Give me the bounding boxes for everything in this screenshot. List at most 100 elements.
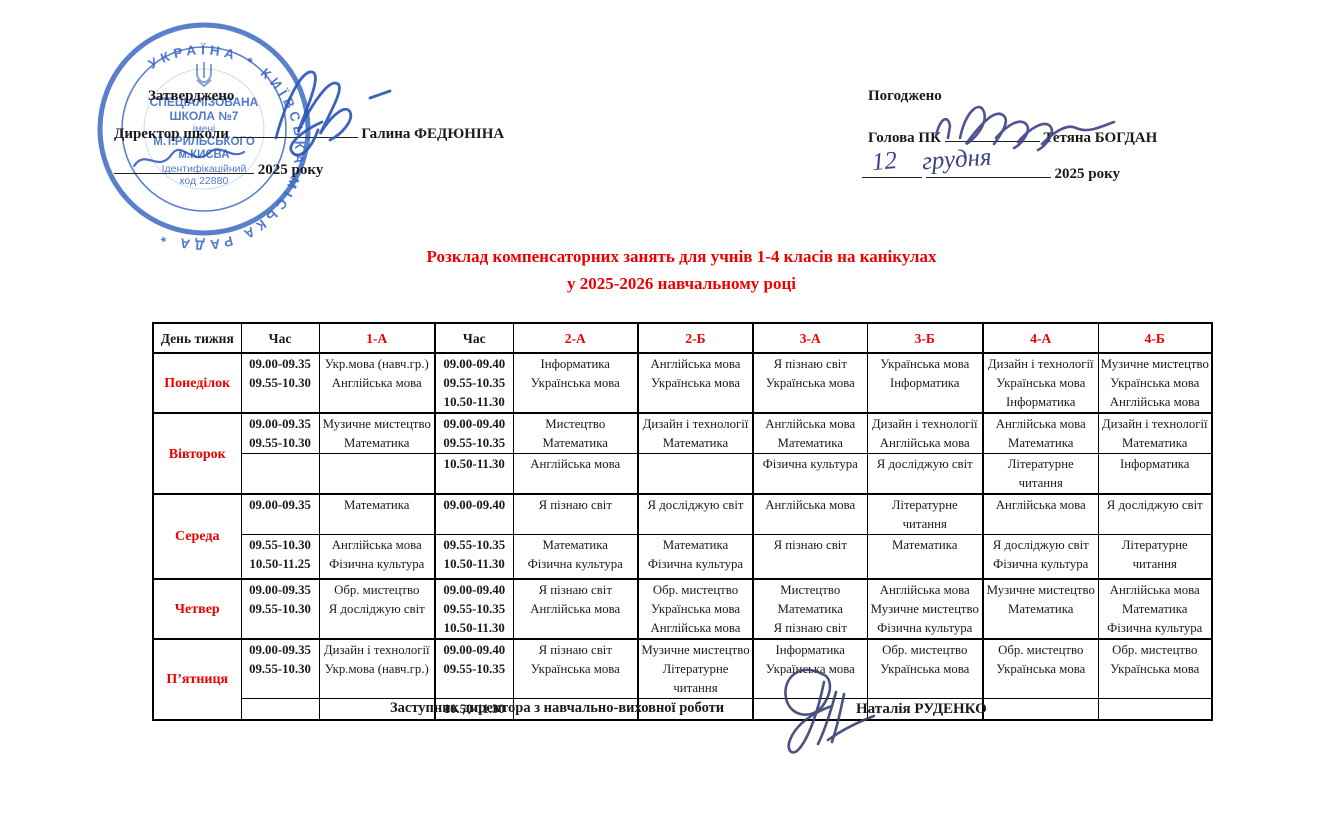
- schedule-cell: Обр. мистецтво Українська мова: [982, 637, 1099, 699]
- stamp-line-6: Ідентифікаційний: [162, 163, 247, 175]
- schedule-cell: [982, 697, 1099, 720]
- col-header-4a: 4-А: [982, 322, 1099, 354]
- schedule-cell: Англійська мова Фізична культура: [318, 534, 436, 579]
- schedule-cell: 09.00-09.35 09.55-10.30: [240, 637, 320, 699]
- stamp-line-3: імені: [193, 124, 215, 135]
- schedule-cell: Я досліджую світ: [1097, 493, 1213, 535]
- schedule-cell: Англійська мова Музичне мистецтво Фізичн…: [866, 577, 984, 639]
- col-header-2a: 2-А: [512, 322, 639, 354]
- col-header-4b: 4-Б: [1097, 322, 1213, 354]
- schedule-cell: Математика Фізична культура: [637, 534, 754, 579]
- row-friday: П’ятниця 09.00-09.35 09.55-10.30 Дизайн …: [152, 637, 1213, 720]
- day-label-thursday: Четвер: [152, 577, 242, 639]
- title-line-1: Розклад компенсаторних занять для учнів …: [426, 247, 937, 266]
- schedule-cell: Обр. мистецтво Українська мова Англійськ…: [637, 577, 754, 639]
- schedule-cell: Англійська мова: [752, 493, 868, 535]
- schedule-cell: [240, 453, 320, 495]
- schedule-cell: Англійська мова: [982, 493, 1099, 535]
- pk-head-signature: [934, 105, 1116, 152]
- schedule-cell: 10.50-11.30: [434, 697, 514, 720]
- schedule-cell: Я пізнаю світ Українська мова: [512, 637, 639, 699]
- schedule-cell: Я досліджую світ: [866, 453, 984, 495]
- pk-head-name: Тетяна БОГДАН: [1043, 130, 1158, 146]
- schedule-cell: Англійська мова Математика: [982, 412, 1099, 454]
- schedule-cell: Українська мова Інформатика: [866, 352, 984, 414]
- date-line-left: [114, 158, 254, 174]
- director-signature-line: [232, 122, 358, 138]
- deputy-director-role-label: Заступник директора з навчально-виховної…: [390, 700, 725, 716]
- header-row: День тижня Час 1-А Час 2-А 2-Б 3-А 3-Б 4…: [152, 322, 1213, 354]
- schedule-cell: Англійська мова Українська мова: [637, 352, 754, 414]
- row-wednesday-extra: 09.55-10.30 10.50-11.25 Англійська мова …: [153, 534, 1213, 579]
- schedule-cell: Мистецтво Математика Я пізнаю світ: [752, 577, 868, 639]
- schedule-cell: [637, 697, 754, 720]
- title-line-2: у 2025-2026 навчальному році: [566, 274, 797, 293]
- schedule-cell: Дизайн і технології Математика: [637, 412, 754, 454]
- schedule-cell: 10.50-11.30: [434, 453, 514, 495]
- schedule-cell: Фізична культура: [752, 453, 868, 495]
- schedule-cell: 09.00-09.35: [240, 493, 320, 535]
- schedule-cell: Я пізнаю світ Українська мова: [752, 352, 868, 414]
- schedule-cell: Дизайн і технології Українська мова Інфо…: [982, 352, 1099, 414]
- schedule-cell: [866, 697, 984, 720]
- schedule-cell: Дизайн і технології Англійська мова: [866, 412, 984, 454]
- schedule-cell: Музичне мистецтво Математика: [982, 577, 1099, 639]
- schedule-cell: Я пізнаю світ Англійська мова: [512, 577, 639, 639]
- schedule-cell: Літературне читання: [982, 453, 1099, 495]
- schedule-cell: Математика: [318, 493, 436, 535]
- stamp-line-2: ШКОЛА №7: [170, 109, 239, 123]
- col-header-day: День тижня: [152, 322, 242, 354]
- day-label-friday: П’ятниця: [152, 637, 242, 720]
- col-header-3b: 3-Б: [866, 322, 984, 354]
- row-monday: Понеділок 09.00-09.35 09.55-10.30 Укр.мо…: [152, 352, 1213, 414]
- handwritten-day: 12: [870, 146, 899, 177]
- month-line: [925, 162, 1051, 178]
- schedule-cell: [637, 453, 754, 495]
- schedule-cell: Мистецтво Математика: [512, 412, 639, 454]
- schedule-cell: 09.00-09.40 09.55-10.35 10.50-11.30: [434, 577, 514, 639]
- schedule-cell: [318, 453, 436, 495]
- schedule-cell: Англійська мова Математика: [752, 412, 868, 454]
- stamp-line-1: СПЕЦІАЛІЗОВАНА: [150, 95, 259, 109]
- row-wednesday: Середа 09.00-09.35 Математика 09.00-09.4…: [152, 493, 1213, 579]
- day-label-tuesday: Вівторок: [152, 412, 242, 495]
- schedule-cell: 09.00-09.35 09.55-10.30: [240, 577, 320, 639]
- row-tuesday: Вівторок 09.00-09.35 09.55-10.30 Музичне…: [152, 412, 1213, 495]
- schedule-cell: 09.55-10.30 10.50-11.25: [240, 534, 320, 579]
- schedule-table: День тижня Час 1-А Час 2-А 2-Б 3-А 3-Б 4…: [152, 322, 1213, 721]
- schedule-cell: [1097, 697, 1213, 720]
- school-round-stamp: УКРАЇНА * КИЇВСЬКА МІСЬКА РАДА * СПЕЦІАЛ…: [97, 22, 311, 253]
- approved-heading: Затверджено: [148, 88, 235, 104]
- schedule-cell: Літературне читання: [1097, 534, 1213, 579]
- year-label-right: 2025 року: [1054, 166, 1121, 182]
- schedule-cell: Укр.мова (навч.гр.) Англійська мова: [318, 352, 436, 414]
- schedule-cell: [512, 697, 639, 720]
- schedule-cell: 09.00-09.40 09.55-10.35: [434, 412, 514, 454]
- col-header-3a: 3-А: [752, 322, 868, 354]
- row-tuesday-extra: 10.50-11.30 Англійська мова Фізична куль…: [153, 453, 1213, 495]
- schedule-cell: Англійська мова Математика Фізична культ…: [1097, 577, 1213, 639]
- stamp-line-4: М.Т.РИЛЬСЬКОГО: [153, 136, 255, 148]
- pk-head-signature-line: [944, 126, 1040, 142]
- deputy-director-name: Наталія РУДЕНКО: [856, 701, 987, 717]
- schedule-cell: 09.00-09.35 09.55-10.30: [240, 352, 320, 414]
- schedule-cell: Англійська мова: [512, 453, 639, 495]
- schedule-cell: Інформатика Українська мова: [752, 637, 868, 699]
- schedule-cell: 09.00-09.40 09.55-10.35: [434, 637, 514, 699]
- col-header-2b: 2-Б: [637, 322, 754, 354]
- document-title: Розклад компенсаторних занять для учнів …: [0, 243, 1335, 297]
- day-line: [862, 162, 922, 178]
- schedule-cell: 09.00-09.40 09.55-10.35 10.50-11.30: [434, 352, 514, 414]
- schedule-cell: Математика: [866, 534, 984, 579]
- schedule-cell: Музичне мистецтво Математика: [318, 412, 436, 454]
- day-label-monday: Понеділок: [152, 352, 242, 414]
- col-header-time1: Час: [240, 322, 320, 354]
- schedule-cell: Інформатика: [1097, 453, 1213, 495]
- handwritten-date-scrawl: [132, 148, 246, 168]
- director-name: Галина ФЕДЮНІНА: [361, 126, 505, 142]
- agreed-heading: Погоджено: [868, 88, 942, 104]
- pk-head-role-label: Голова ПК: [868, 130, 941, 146]
- schedule-cell: Обр. мистецтво Українська мова: [866, 637, 984, 699]
- schedule-cell: 09.00-09.40: [434, 493, 514, 535]
- schedule-cell: Музичне мистецтво Літературне читання: [637, 637, 754, 699]
